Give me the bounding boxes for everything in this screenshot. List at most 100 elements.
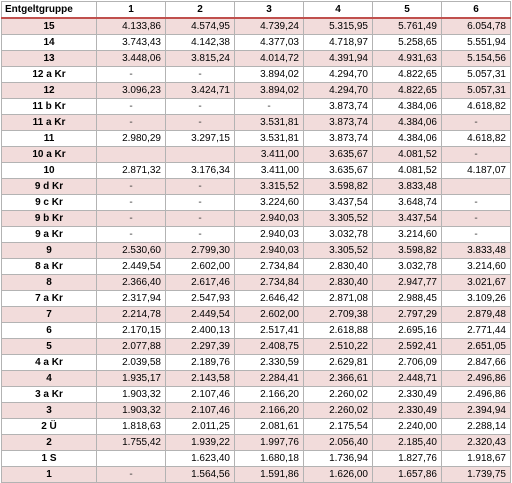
salary-cell: 2.366,40 [96,274,166,291]
salary-cell: 4.081,52 [372,146,442,163]
salary-cell: 2.260,02 [303,402,373,419]
salary-cell: 2.988,45 [372,290,442,307]
salary-cell: 4.133,86 [96,17,166,35]
salary-cell: 3.437,54 [303,194,373,211]
table-row: 12 3.096,23 3.424,71 3.894,02 4.294,70 4.822,… [1,82,511,99]
salary-cell: 1.626,00 [303,466,373,483]
table-row: 11 2.980,29 3.297,15 3.531,81 3.873,74 4.384,… [1,130,511,147]
salary-cell: - [96,194,166,211]
salary-cell: 2.797,29 [372,306,442,323]
salary-cell: 3.598,82 [303,178,373,195]
salary-cell: 2.695,16 [372,322,442,339]
salary-cell: 3.598,82 [372,242,442,259]
salary-cell: - [165,194,235,211]
salary-cell: 3.894,02 [234,82,304,99]
salary-cell: 2.830,40 [303,258,373,275]
salary-cell: - [96,66,166,83]
salary-cell: 2.366,61 [303,370,373,387]
salary-cell: 2.400,13 [165,322,235,339]
table-row: 7 2.214,78 2.449,54 2.602,00 2.709,38 2.797,2… [1,306,511,323]
group-label-cell: 12 a Kr [1,66,97,83]
group-label-cell: 3 [1,402,97,419]
salary-cell: 2.879,48 [441,306,511,323]
salary-cell: 2.706,09 [372,354,442,371]
group-label-cell: 14 [1,34,97,51]
salary-cell: - [165,114,235,131]
salary-cell: 1.918,67 [441,450,511,467]
header-cell-stufe-1: 1 [96,1,166,19]
salary-cell: 2.077,88 [96,338,166,355]
table-row: 5 2.077,88 2.297,39 2.408,75 2.510,22 2.592,4… [1,338,511,355]
salary-cell: - [441,114,511,131]
salary-cell: 4.822,65 [372,66,442,83]
salary-cell: 3.305,52 [303,242,373,259]
salary-cell: - [165,226,235,243]
group-label-cell: 8 [1,274,97,291]
salary-cell: 2.143,58 [165,370,235,387]
salary-cell: 2.940,03 [234,242,304,259]
salary-cell: 2.871,32 [96,162,166,179]
salary-cell: 3.635,67 [303,162,373,179]
salary-cell: 2.330,49 [372,402,442,419]
salary-cell: 3.531,81 [234,114,304,131]
table-body: 15 4.133,86 4.574,95 4.739,24 5.315,95 5.761,… [1,17,511,483]
salary-cell: 2.617,46 [165,274,235,291]
group-label-cell: 9 d Kr [1,178,97,195]
salary-cell: 1.591,86 [234,466,304,483]
salary-cell: 4.618,82 [441,98,511,115]
salary-cell: 4.384,06 [372,98,442,115]
salary-cell: 4.384,06 [372,114,442,131]
table-row: 10 a Kr 3.411,00 3.635,67 4.081,52- [1,146,511,163]
salary-cell: 2.980,29 [96,130,166,147]
salary-cell: 4.081,52 [372,162,442,179]
salary-cell: 3.833,48 [372,178,442,195]
table-row: 4 1.935,17 2.143,58 2.284,41 2.366,61 2.448,7… [1,370,511,387]
salary-cell: 3.305,52 [303,210,373,227]
group-label-cell: 9 b Kr [1,210,97,227]
salary-cell: 5.761,49 [372,17,442,35]
table-row: 9 2.530,60 2.799,30 2.940,03 3.305,52 3.598,8… [1,242,511,259]
salary-cell: 3.315,52 [234,178,304,195]
salary-cell: 2.408,75 [234,338,304,355]
salary-cell: 2.297,39 [165,338,235,355]
table-row: 8 a Kr 2.449,54 2.602,00 2.734,84 2.830,40 3.… [1,258,511,275]
group-label-cell: 2 Ü [1,418,97,435]
group-label-cell: 8 a Kr [1,258,97,275]
table-row: 11 a Kr - -3.531,81 3.873,74 4.384,06- [1,114,511,131]
salary-cell: - [96,98,166,115]
salary-cell: 2.185,40 [372,434,442,451]
salary-cell: 2.011,25 [165,418,235,435]
salary-cell: - [96,226,166,243]
salary-cell: 4.294,70 [303,82,373,99]
salary-cell: 2.449,54 [165,306,235,323]
salary-cell: 1.903,32 [96,386,166,403]
salary-cell: 4.822,65 [372,82,442,99]
salary-cell: 2.847,66 [441,354,511,371]
header-cell-stufe-5: 5 [372,1,442,19]
salary-cell: 2.189,76 [165,354,235,371]
salary-cell: 3.021,67 [441,274,511,291]
salary-cell: 2.214,78 [96,306,166,323]
table-row: 2 Ü 1.818,63 2.011,25 2.081,61 2.175,54 2.240… [1,418,511,435]
group-label-cell: 7 [1,306,97,323]
salary-cell: 2.317,94 [96,290,166,307]
salary-cell: 3.648,74 [372,194,442,211]
salary-cell: 1.827,76 [372,450,442,467]
group-label-cell: 7 a Kr [1,290,97,307]
salary-cell: 3.224,60 [234,194,304,211]
salary-cell: 2.830,40 [303,274,373,291]
table-row: 7 a Kr 2.317,94 2.547,93 2.646,42 2.871,08 2.… [1,290,511,307]
salary-cell: 1.564,56 [165,466,235,483]
table-row: 4 a Kr 2.039,58 2.189,76 2.330,59 2.629,81 2.… [1,354,511,371]
salary-cell: 3.531,81 [234,130,304,147]
salary-cell: 4.574,95 [165,17,235,35]
salary-cell: 2.799,30 [165,242,235,259]
group-label-cell: 2 [1,434,97,451]
salary-cell: 4.718,97 [303,34,373,51]
salary-cell: 4.014,72 [234,50,304,67]
header-cell-stufe-2: 2 [165,1,235,19]
salary-cell: 2.330,59 [234,354,304,371]
salary-cell: 4.377,03 [234,34,304,51]
salary-cell: 2.107,46 [165,386,235,403]
